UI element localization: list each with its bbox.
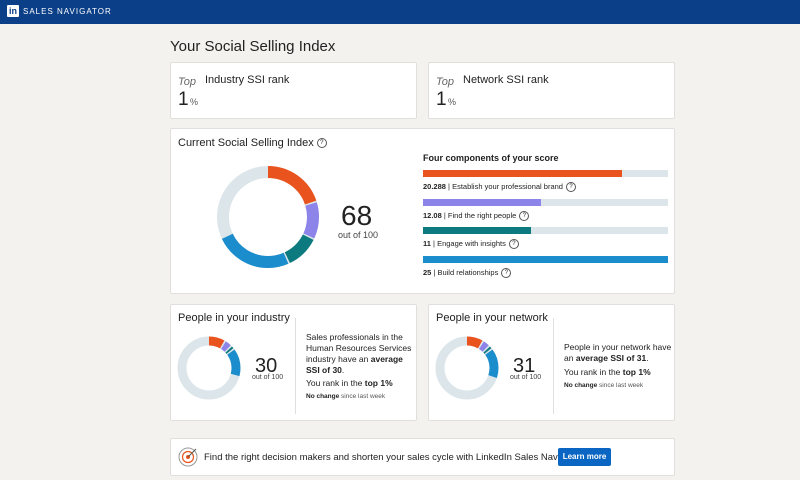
rank-card — [170, 62, 417, 119]
card-title: People in your industry — [178, 312, 290, 324]
rank-value: 1 — [178, 89, 189, 110]
donut-segment — [435, 336, 499, 400]
donut-segment — [217, 166, 319, 268]
bar-value: 12.08 — [423, 210, 442, 220]
bar-label-row: 12.08 | Find the right people? — [423, 210, 530, 221]
rank-text: You rank in the — [564, 367, 621, 377]
text: People in your network have an — [564, 342, 672, 363]
bar-value: 11 — [423, 239, 431, 248]
rank-card — [428, 62, 675, 119]
ssi-title: Current Social Selling Index? — [178, 137, 327, 149]
bar-value: 20.288 — [423, 182, 446, 191]
logo[interactable]: in — [7, 5, 19, 17]
network-card — [428, 304, 675, 421]
donut-segment — [177, 336, 241, 400]
rank-unit: % — [190, 97, 199, 107]
change-bold: No change — [306, 393, 340, 400]
ssi-title-text: Current Social Selling Index — [178, 137, 314, 149]
industry-text: Sales professionals in the Human Resourc… — [306, 332, 416, 376]
components-title: Four components of your score — [423, 153, 559, 163]
change-line: No change since last week — [564, 382, 643, 389]
bar-track — [423, 198, 668, 206]
top-bar — [0, 0, 800, 24]
ssi-card — [170, 128, 675, 294]
change-text: since last week — [341, 393, 386, 400]
info-icon[interactable]: ? — [508, 239, 519, 250]
rank-bold: top 1% — [364, 378, 393, 388]
bar-track — [423, 227, 668, 234]
industry-card — [170, 304, 417, 421]
text: Sales professionals in the Human Resourc… — [306, 332, 412, 364]
change-bold: No change — [564, 382, 598, 389]
rank-line: You rank in the top 1% — [306, 378, 393, 388]
rank-prefix: Top — [178, 76, 196, 88]
bar-label-row: 11 | Engage with insights? — [423, 239, 519, 250]
info-icon[interactable]: ? — [565, 182, 576, 193]
bar-label: | Establish your professional brand — [448, 182, 563, 191]
donut-segment — [435, 336, 499, 400]
rank-label: Industry SSI rank — [205, 74, 290, 86]
score-max: out of 100 — [252, 374, 284, 381]
info-icon[interactable]: ? — [316, 138, 327, 149]
donut-segment — [217, 166, 319, 268]
score: 31 — [513, 355, 536, 377]
donut-track — [177, 336, 241, 400]
rank-line: You rank in the top 1% — [564, 367, 651, 377]
bar-label: | Engage with insights — [433, 239, 506, 248]
bar — [423, 227, 531, 234]
divider — [295, 318, 296, 414]
change-text: since last week — [599, 382, 644, 389]
info-icon[interactable]: ? — [519, 210, 530, 221]
rank-prefix: Top — [436, 76, 454, 88]
banner-text: Find the right decision makers and short… — [204, 452, 584, 463]
network-text: People in your network have an average S… — [564, 342, 674, 364]
text-bold: average SSI of 30 — [306, 354, 403, 375]
rank-unit: % — [448, 97, 457, 107]
bar — [423, 198, 542, 206]
text-end: . — [341, 365, 345, 375]
bar-value: 25 — [423, 267, 432, 277]
donut-track — [435, 336, 499, 400]
rank-value: 1 — [436, 89, 447, 110]
card-title: People in your network — [436, 312, 548, 324]
bar — [423, 255, 668, 263]
bar-label-row: 25 | Build relationships? — [423, 267, 512, 278]
change-line: No change since last week — [306, 393, 385, 400]
rank-text: You rank in the — [306, 378, 363, 388]
text-end: . — [646, 353, 649, 363]
bar-label: | Build relationships — [433, 267, 499, 277]
donut-segment — [177, 336, 241, 400]
rank-label: Network SSI rank — [463, 74, 549, 86]
learn-more-button[interactable]: Learn more — [558, 448, 611, 466]
bar-label-row: 20.288 | Establish your professional bra… — [423, 182, 576, 193]
score: 30 — [255, 355, 278, 377]
text-bold: average SSI of 31 — [575, 353, 647, 363]
ssi-score: 68 — [341, 200, 373, 231]
info-icon[interactable]: ? — [501, 267, 512, 278]
score-max: out of 100 — [510, 374, 542, 381]
brand[interactable]: SALES NAVIGATOR — [23, 7, 112, 16]
bar-label: | Find the right people — [443, 210, 517, 220]
donut-segment — [217, 166, 319, 268]
rank-bold: top 1% — [622, 367, 651, 377]
page-title: Your Social Selling Index — [170, 38, 336, 55]
divider — [553, 318, 554, 414]
bar — [423, 170, 622, 177]
ssi-max: out of 100 — [338, 230, 379, 240]
